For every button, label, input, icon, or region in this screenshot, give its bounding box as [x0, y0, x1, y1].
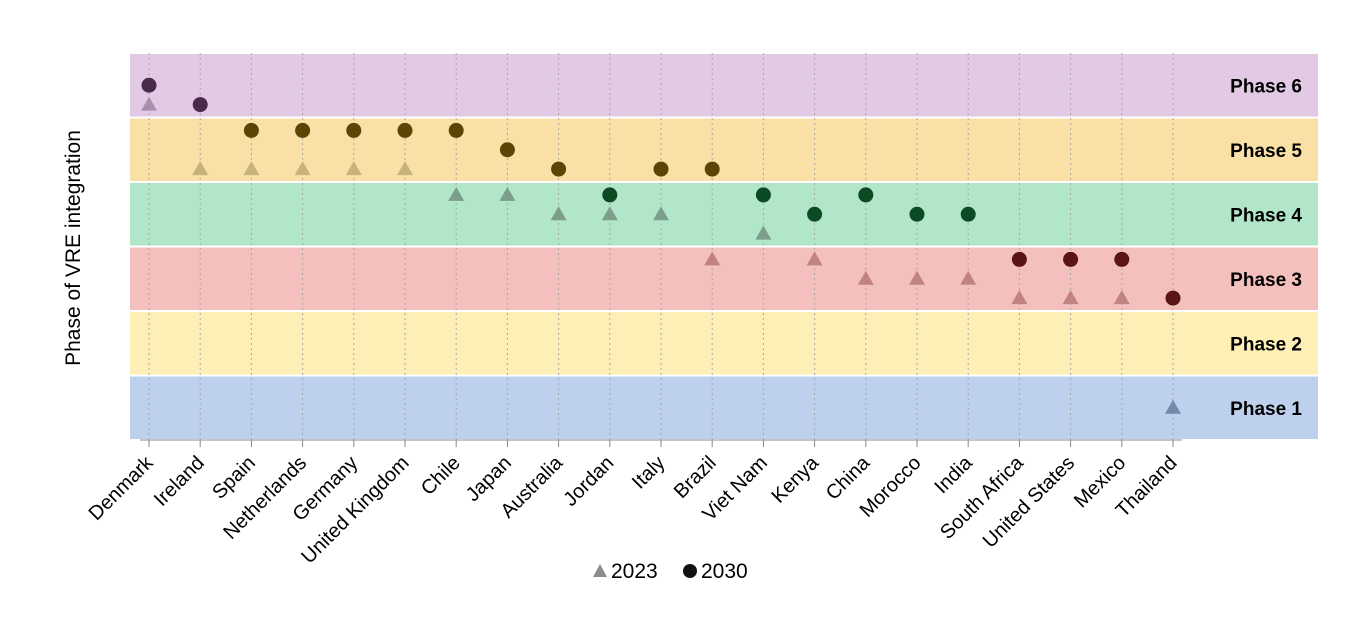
point-2030: [653, 161, 669, 177]
phase-band-5: [130, 118, 1318, 181]
point-2023: [909, 270, 925, 285]
phase-label-5: Phase 5: [1230, 141, 1302, 162]
point-2023: [806, 251, 823, 266]
point-2023: [601, 206, 618, 221]
x-tick-label: Denmark: [85, 451, 159, 525]
point-2023: [1113, 290, 1130, 305]
phase-label-3: Phase 3: [1230, 270, 1302, 291]
point-2023: [141, 96, 157, 111]
legend-marker-2030: [683, 564, 697, 578]
point-2030: [397, 122, 413, 138]
phase-band-1: [130, 376, 1318, 439]
phase-band-4: [130, 183, 1318, 246]
point-2030: [243, 122, 259, 138]
phase-label-1: Phase 1: [1230, 399, 1302, 420]
point-2030: [755, 187, 771, 203]
x-tick-label: Chile: [417, 452, 465, 500]
point-2023: [397, 161, 413, 176]
x-tick-label: Jordan: [560, 452, 619, 511]
point-2030: [551, 161, 567, 177]
point-2023: [550, 206, 567, 221]
data-points: [141, 77, 1181, 414]
point-2023: [704, 251, 721, 266]
legend: 2023 2030: [593, 560, 748, 583]
x-tick-label: India: [931, 451, 978, 498]
point-2023: [857, 270, 874, 285]
phase-band-6: [130, 54, 1318, 117]
point-2030: [141, 77, 157, 93]
point-2030: [295, 122, 311, 138]
point-2023: [448, 186, 465, 201]
x-tick-label: Ireland: [150, 452, 209, 511]
x-tick-label: Italy: [628, 452, 669, 493]
point-2023: [1011, 290, 1028, 305]
point-2023: [499, 186, 516, 201]
point-2030: [1011, 251, 1027, 267]
point-2030: [346, 122, 362, 138]
y-axis-label: Phase of VRE integration: [62, 130, 85, 366]
point-2023: [1062, 290, 1079, 305]
point-2023: [960, 270, 977, 285]
point-2030: [1165, 290, 1181, 306]
point-2030: [192, 97, 208, 113]
phase-label-2: Phase 2: [1230, 334, 1302, 355]
point-2030: [1063, 251, 1079, 267]
x-tick-label: United States: [979, 452, 1079, 552]
point-2023: [192, 161, 209, 176]
phase-label-6: Phase 6: [1230, 76, 1302, 97]
point-2030: [602, 187, 618, 203]
point-2030: [960, 206, 976, 222]
point-2030: [858, 187, 874, 203]
x-axis: [140, 439, 1182, 447]
point-2030: [448, 122, 464, 138]
point-2023: [243, 161, 260, 176]
point-2030: [909, 206, 925, 222]
point-2030: [499, 142, 515, 158]
point-2030: [1114, 251, 1130, 267]
point-2030: [704, 161, 720, 177]
phase-band-2: [130, 312, 1318, 375]
point-2023: [1165, 399, 1181, 414]
legend-label-2023: 2023: [611, 560, 658, 583]
phase-labels: Phase 1 Phase 2 Phase 3 Phase 4 Phase 5 Phase…: [1230, 76, 1302, 420]
phase-bands: [130, 54, 1318, 439]
legend-label-2030: 2030: [701, 560, 748, 583]
phase-band-3: [130, 247, 1318, 310]
legend-marker-2023: [593, 564, 607, 577]
point-2023: [294, 161, 311, 176]
point-2030: [807, 206, 823, 222]
x-tick-label: Kenya: [767, 451, 823, 507]
point-2023: [345, 161, 362, 176]
phase-label-4: Phase 4: [1230, 205, 1302, 226]
point-2023: [653, 206, 669, 221]
point-2023: [755, 225, 772, 240]
